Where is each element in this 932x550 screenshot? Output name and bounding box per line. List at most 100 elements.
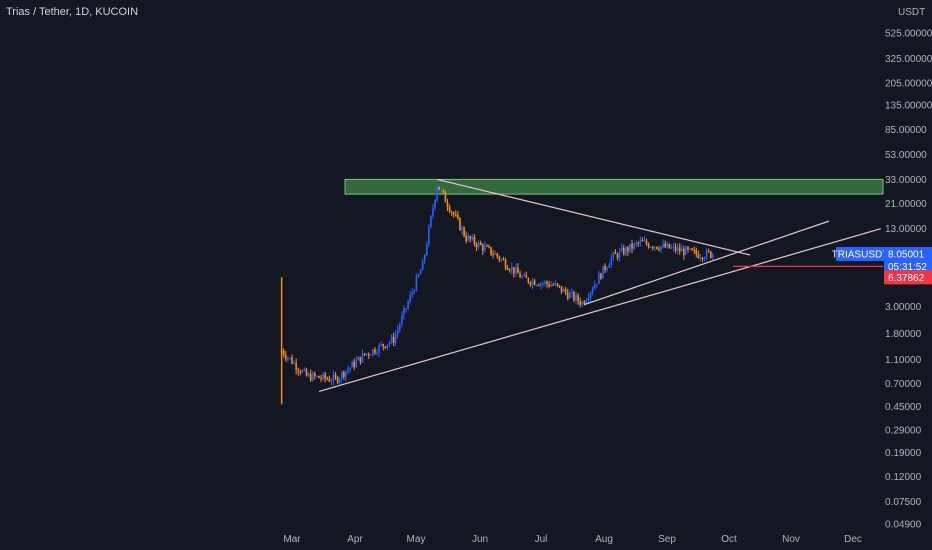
- candle: [465, 231, 467, 244]
- candle: [651, 245, 654, 251]
- candle: [649, 246, 652, 249]
- price-tick-label: 3.00000: [885, 302, 922, 313]
- candle: [598, 270, 600, 284]
- candle: [336, 375, 339, 385]
- candle: [444, 190, 447, 203]
- candle: [689, 248, 691, 251]
- candle: [484, 241, 486, 253]
- candle: [409, 291, 411, 305]
- candle: [324, 371, 326, 383]
- candle: [363, 353, 366, 357]
- candle: [403, 305, 405, 320]
- candle: [581, 300, 584, 308]
- candle: [703, 256, 706, 262]
- candle: [425, 241, 428, 257]
- candle: [488, 244, 490, 249]
- candle: [380, 340, 382, 347]
- candle: [535, 284, 538, 287]
- candle: [349, 366, 351, 374]
- candle: [320, 374, 322, 382]
- candle: [473, 234, 476, 247]
- candle: [442, 189, 445, 194]
- month-tick-label: Aug: [595, 534, 613, 545]
- candle: [544, 279, 546, 287]
- candle: [712, 252, 714, 261]
- trendline[interactable]: [318, 228, 881, 393]
- candle: [438, 186, 441, 191]
- candle: [529, 281, 532, 288]
- candle: [423, 253, 426, 265]
- candle: [647, 242, 650, 249]
- candle: [367, 352, 370, 359]
- price-tick-label: 325.00000: [885, 54, 932, 65]
- candle: [436, 184, 438, 203]
- candle: [604, 263, 606, 273]
- candle: [419, 268, 422, 275]
- price-tick-label: 0.04900: [885, 520, 922, 531]
- trendline-layer[interactable]: [318, 178, 883, 393]
- month-tick-label: May: [407, 534, 426, 545]
- candle: [656, 246, 658, 250]
- candle: [666, 241, 669, 249]
- candle: [614, 249, 617, 255]
- candle: [593, 280, 596, 290]
- candle: [508, 268, 511, 273]
- hline-price-badge: 6.37862: [884, 270, 932, 285]
- candle: [461, 225, 463, 235]
- candle: [670, 244, 673, 250]
- candle: [361, 349, 364, 363]
- candle: [305, 367, 308, 377]
- candle: [386, 344, 389, 351]
- candle: [575, 291, 577, 305]
- candle: [430, 215, 432, 229]
- candle: [388, 340, 391, 348]
- candle: [297, 367, 300, 376]
- price-tick-label: 0.70000: [885, 379, 922, 390]
- candle: [579, 297, 581, 308]
- candle: [338, 376, 341, 386]
- month-tick-label: Jul: [535, 534, 548, 545]
- candle: [697, 250, 700, 260]
- candle: [467, 232, 470, 243]
- price-tick-label: 33.00000: [885, 175, 927, 186]
- candle: [571, 288, 573, 298]
- candle: [417, 273, 420, 278]
- candle: [672, 242, 675, 252]
- candle: [664, 240, 666, 249]
- candle: [413, 289, 416, 295]
- candle: [492, 249, 494, 259]
- trendline[interactable]: [584, 220, 830, 306]
- candle: [558, 284, 561, 289]
- candle: [293, 360, 295, 365]
- candle: [353, 358, 355, 371]
- resistance-zone[interactable]: [344, 178, 884, 195]
- candle: [446, 198, 449, 212]
- price-tick-label: 0.45000: [885, 402, 922, 413]
- price-tick-label: 13.00000: [885, 224, 927, 235]
- candle: [629, 243, 631, 253]
- price-tick-label: 525.00000: [885, 29, 932, 40]
- candle: [396, 324, 399, 339]
- candle: [569, 289, 571, 299]
- month-tick-label: Oct: [721, 534, 737, 545]
- candle: [645, 238, 648, 246]
- candle: [595, 283, 598, 289]
- candle: [683, 245, 685, 260]
- countdown-text: 05:31:52: [888, 262, 927, 273]
- candle: [560, 286, 563, 295]
- candle: [564, 287, 567, 296]
- resistance-zone-layer: [344, 178, 884, 195]
- candle: [542, 280, 544, 288]
- last-price-text: 8.05001: [888, 250, 925, 261]
- candle: [625, 245, 627, 257]
- time-axis[interactable]: Mar Apr May Jun Jul Aug Sep Oct Nov Dec: [283, 534, 862, 545]
- price-tick-label: 205.00000: [885, 78, 932, 89]
- price-tick-label: 135.00000: [885, 100, 932, 111]
- candle: [631, 239, 633, 254]
- candle: [577, 293, 579, 305]
- candle: [573, 290, 575, 303]
- trendline[interactable]: [436, 178, 751, 256]
- month-tick-label: Dec: [844, 534, 862, 545]
- candle: [411, 288, 414, 299]
